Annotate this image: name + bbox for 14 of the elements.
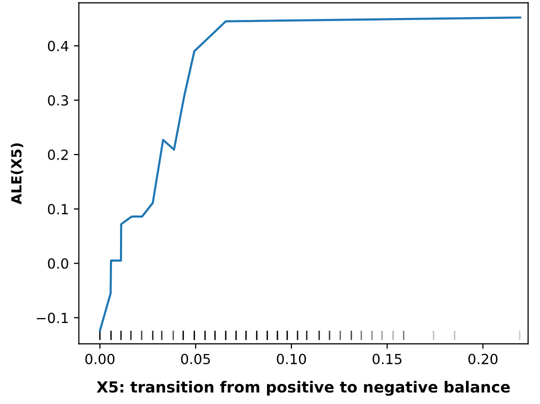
y-tick-label: 0.2 xyxy=(48,150,68,160)
line-series xyxy=(98,16,522,332)
y-tick-label: 0.4 xyxy=(48,40,68,52)
y-axis-title: ALE(X5) xyxy=(10,143,24,204)
y-tick-label: 0.0 xyxy=(48,258,68,269)
x-tick-label: 0.05 xyxy=(181,354,210,364)
x-tick-label: 0.20 xyxy=(468,354,498,364)
x-tick-label: 0.15 xyxy=(372,354,402,364)
x-axis-title: X5: transition from positive to negative balance xyxy=(96,380,510,396)
x-tick-label: 0.00 xyxy=(85,354,114,364)
y-tick-label: 0.3 xyxy=(48,95,68,106)
y-tick-label: −0.1 xyxy=(36,312,68,324)
x-tick-label: 0.10 xyxy=(276,354,306,364)
y-tick-label: 0.1 xyxy=(48,204,68,214)
